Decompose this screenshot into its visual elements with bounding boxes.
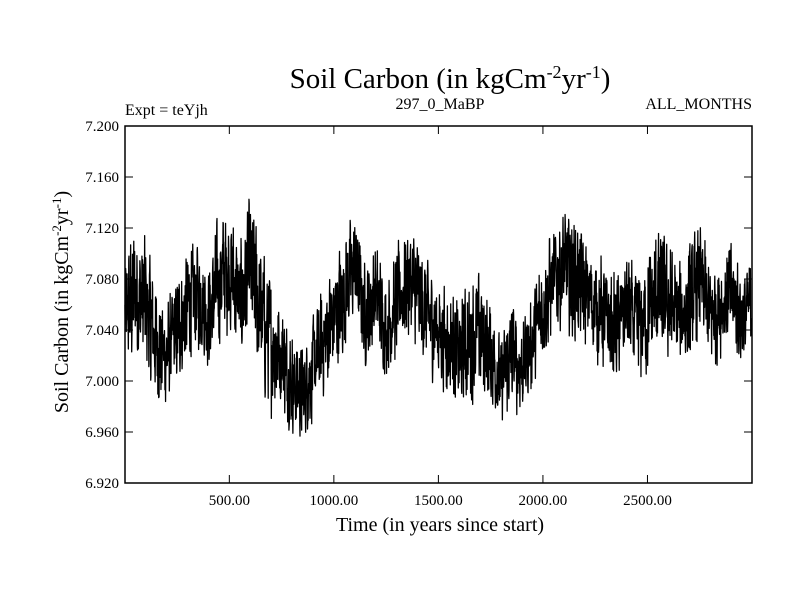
y-tick-label: 7.040 <box>85 323 119 339</box>
y-tick-label: 6.960 <box>85 425 119 441</box>
y-tick-label: 7.120 <box>85 221 119 237</box>
chart-title-sup2: -1 <box>586 62 601 82</box>
chart-title-mid: yr <box>562 63 587 95</box>
chart-title-main: Soil Carbon (in kgCm <box>290 63 547 95</box>
y-axis-label-sup2: -1 <box>49 198 64 209</box>
chart-title-sup1: -2 <box>547 62 562 82</box>
chart-title-end: ) <box>601 63 611 95</box>
y-axis-label-mid: yr <box>51 208 73 225</box>
x-tick-label: 1500.00 <box>414 493 463 509</box>
y-axis-label-sup1: -2 <box>49 225 64 236</box>
subtitle-period: 297_0_MaBP <box>396 96 485 113</box>
y-tick-label: 6.920 <box>85 476 119 492</box>
axis-ticks: 6.920 6.960 7.000 7.040 7.080 7.120 7.160 7.200… <box>85 119 752 509</box>
x-tick-label: 2500.00 <box>623 493 672 509</box>
chart-title: Soil Carbon (in kgCm-2yr-1) <box>290 62 611 95</box>
series-group <box>124 198 753 437</box>
x-tick-label: 2000.00 <box>519 493 568 509</box>
y-tick-label: 7.200 <box>85 119 119 135</box>
subtitle-experiment: Expt = teYjh <box>125 102 208 119</box>
y-tick-label: 7.160 <box>85 170 119 186</box>
x-tick-label: 500.00 <box>209 493 250 509</box>
y-tick-label: 7.000 <box>85 374 119 390</box>
y-axis-label-end: ) <box>51 191 73 198</box>
subtitle-months: ALL_MONTHS <box>645 96 752 113</box>
x-tick-label: 1000.00 <box>309 493 358 509</box>
y-axis-label-main: Soil Carbon (in kgCm <box>51 235 73 413</box>
y-axis-label: Soil Carbon (in kgCm-2yr-1) <box>49 191 74 413</box>
x-axis-label: Time (in years since start) <box>336 514 544 536</box>
y-tick-label: 7.080 <box>85 272 119 288</box>
series-line <box>124 198 753 437</box>
